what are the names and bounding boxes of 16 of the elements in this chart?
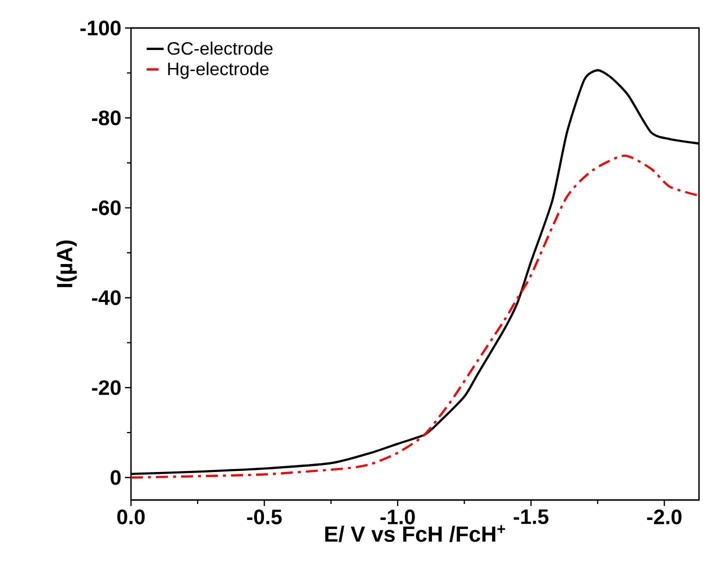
legend-label: Hg-electrode	[168, 62, 269, 79]
x-tick-label: -1.0	[380, 510, 415, 524]
y-tick-label: 0	[110, 470, 121, 485]
x-tick-label: 0.0	[117, 510, 145, 524]
x-axis-title: E/ V vs FcH /FcH$^{+}$	[325, 525, 506, 542]
y-tick-label: -20	[92, 380, 121, 396]
x-tick-label: -0.5	[247, 510, 282, 524]
y-axis-title: I(µA)	[56, 240, 77, 288]
y-tick-label: -80	[92, 110, 121, 126]
x-tick-label: -1.5	[514, 510, 548, 524]
x-tick-label: -2.0	[647, 510, 682, 524]
y-tick-label: -40	[92, 290, 121, 306]
y-tick-label: -60	[92, 200, 121, 216]
line-series	[130, 154, 699, 479]
y-tick-label: -100	[80, 20, 121, 36]
legend-label: GC-electrode	[168, 42, 273, 55]
